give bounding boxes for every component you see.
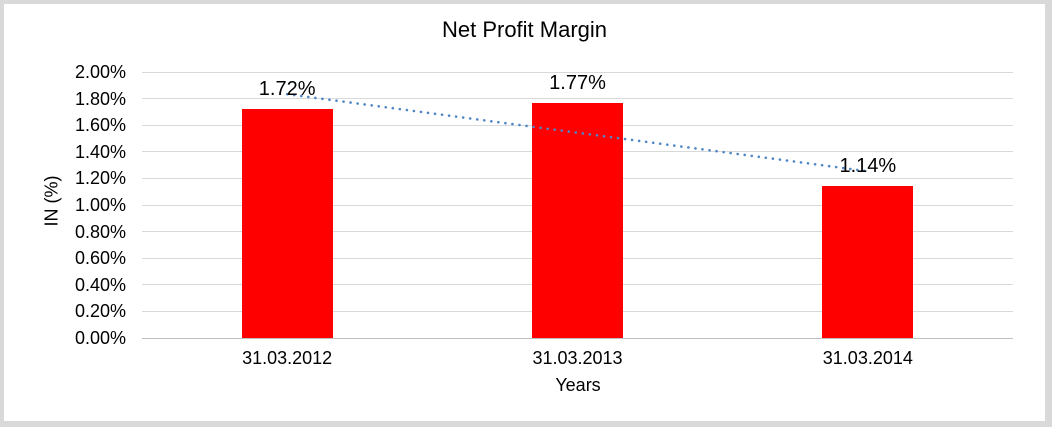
trendline-dotted: [285, 92, 870, 173]
y-tick-label: 1.40%: [74, 141, 126, 162]
y-tick-label: 0.60%: [74, 248, 126, 269]
x-tick-label: 31.03.2013: [532, 348, 623, 368]
bar-31.03.2014: [822, 186, 914, 338]
gridline: [142, 71, 1013, 73]
y-tick-label: 1.80%: [74, 88, 126, 109]
y-tick-label: 0.00%: [74, 328, 126, 348]
x-tick-label: 31.03.2014: [822, 348, 913, 368]
x-axis-line: [142, 337, 1013, 339]
y-tick-label: 2.00%: [74, 62, 126, 82]
bar-31.03.2013: [532, 102, 623, 338]
data-label: 1.72%: [258, 78, 316, 101]
y-tick-label: 1.20%: [74, 168, 126, 189]
y-tick-label: 0.20%: [74, 301, 126, 322]
y-tick-label: 0.40%: [74, 274, 126, 295]
chart-title: Net Profit Margin: [441, 17, 608, 42]
y-tick-label: 1.60%: [74, 115, 126, 136]
x-tick-label: 31.03.2012: [242, 348, 333, 368]
gridline: [142, 98, 1013, 100]
y-tick-label: 0.80%: [74, 221, 126, 242]
x-axis-title: Years: [555, 375, 601, 395]
data-label: 1.77%: [549, 71, 606, 94]
plot-area: 1.72% 1.77% 1.14%: [142, 71, 1013, 339]
data-label: 1.14%: [839, 155, 897, 178]
y-tick-label: 1.00%: [74, 195, 126, 215]
bar-31.03.2012: [241, 109, 333, 338]
